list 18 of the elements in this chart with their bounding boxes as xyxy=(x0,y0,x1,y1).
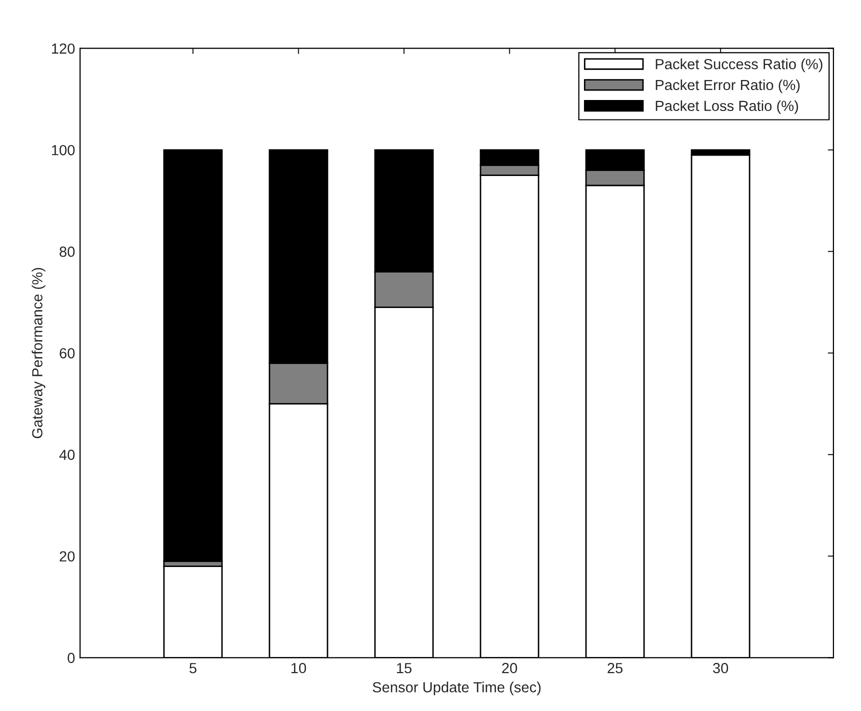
x-tick-label: 30 xyxy=(712,662,728,674)
y-tick-label: 0 xyxy=(68,652,75,664)
x-axis-title: Sensor Update Time (sec) xyxy=(372,682,541,696)
x-tick-label: 10 xyxy=(291,662,306,674)
y-tick-label: 60 xyxy=(60,348,75,358)
legend-label: Packet Loss Ratio (%) xyxy=(656,100,798,114)
y-tick-label: 100 xyxy=(52,145,75,156)
legend-label: Packet Error Ratio (%) xyxy=(656,79,800,94)
y-tick-label: 20 xyxy=(60,551,75,562)
y-tick-label: 40 xyxy=(59,450,75,460)
y-tick-label: 80 xyxy=(60,246,75,257)
x-tick-label: 20 xyxy=(502,662,518,674)
y-tick-label: 120 xyxy=(52,43,75,54)
x-tick-label: 25 xyxy=(608,662,623,674)
y-axis-title: Gateway Performance (%) xyxy=(32,268,46,438)
x-tick-label: 15 xyxy=(397,663,412,674)
legend-label: Packet Success Ratio (%) xyxy=(656,58,822,72)
x-tick-label: 5 xyxy=(190,663,196,674)
